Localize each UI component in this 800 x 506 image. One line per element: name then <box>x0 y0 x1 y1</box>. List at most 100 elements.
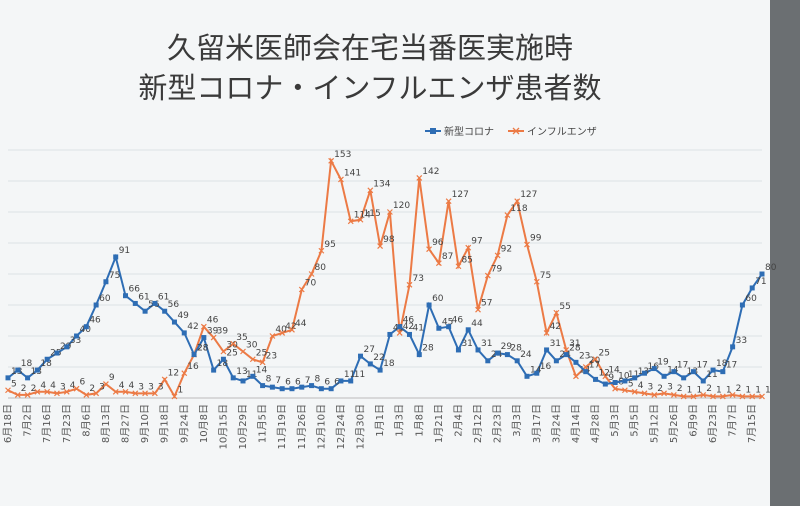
point <box>592 356 599 363</box>
data-label: 118 <box>510 204 527 214</box>
point <box>524 373 530 379</box>
data-label: 18 <box>21 359 33 369</box>
point <box>534 370 540 376</box>
point <box>269 384 275 390</box>
point <box>54 390 60 397</box>
point <box>710 393 716 400</box>
point <box>377 367 383 373</box>
point <box>710 367 716 373</box>
point <box>5 387 11 394</box>
point <box>700 391 707 398</box>
point <box>661 373 667 379</box>
point <box>690 369 696 375</box>
data-label: 8 <box>266 375 272 385</box>
point <box>328 386 334 392</box>
point <box>269 333 276 339</box>
data-label: 28 <box>510 344 522 354</box>
point <box>455 263 462 270</box>
data-label: 28 <box>422 344 434 354</box>
data-label: 23 <box>266 351 277 361</box>
data-label: 10 <box>618 372 630 382</box>
point <box>338 378 344 384</box>
data-label: 3 <box>138 382 144 392</box>
data-label: 46 <box>403 316 415 326</box>
x-tick-label: 10月29日 <box>237 404 249 449</box>
point <box>83 324 89 330</box>
point <box>749 285 755 291</box>
point <box>602 381 608 387</box>
point <box>171 393 178 400</box>
point <box>142 308 148 314</box>
data-label: 11 <box>354 370 365 380</box>
point <box>260 383 266 389</box>
data-label: 18 <box>383 359 395 369</box>
data-label: 4 <box>70 381 76 391</box>
data-label: 30 <box>246 341 258 351</box>
point <box>240 378 246 384</box>
point <box>416 352 422 358</box>
point <box>357 216 364 223</box>
legend-marker <box>430 128 436 134</box>
point <box>632 375 638 381</box>
data-label: 6 <box>80 378 86 388</box>
data-label: 75 <box>109 271 120 281</box>
data-label: 25 <box>256 348 267 358</box>
point <box>514 358 520 364</box>
data-label: 4 <box>638 381 644 391</box>
data-label: 7 <box>305 376 311 386</box>
data-label: 40 <box>275 325 287 335</box>
series-line <box>7 157 762 399</box>
data-label: 141 <box>344 168 361 178</box>
data-label: 115 <box>364 209 381 219</box>
data-label: 1 <box>726 385 732 395</box>
point <box>103 279 109 285</box>
point <box>612 385 619 392</box>
point <box>406 281 413 288</box>
point <box>348 378 354 384</box>
data-label: 6 <box>285 378 291 388</box>
point <box>123 293 129 299</box>
point <box>396 329 403 336</box>
point <box>54 350 60 356</box>
data-label: 1 <box>716 385 722 395</box>
x-tick-label: 10月8日 <box>198 404 210 443</box>
x-tick-label: 9月18日 <box>159 404 171 443</box>
data-label: 60 <box>745 294 757 304</box>
point <box>289 386 295 392</box>
point <box>387 331 393 337</box>
data-label: 18 <box>217 359 229 369</box>
point <box>446 324 452 330</box>
data-label: 40 <box>80 325 92 335</box>
data-label: 80 <box>765 263 777 273</box>
data-label: 4 <box>50 381 56 391</box>
point <box>220 356 226 362</box>
point <box>759 393 765 400</box>
x-tick-label: 2月23日 <box>492 404 504 443</box>
x-tick-label: 5月3日 <box>609 404 621 437</box>
point <box>416 174 423 181</box>
point <box>739 302 745 308</box>
point <box>249 356 256 363</box>
x-tick-label: 1月1日 <box>374 404 386 437</box>
data-label: 7 <box>275 376 281 386</box>
point <box>397 324 403 330</box>
data-label: 114 <box>354 210 371 220</box>
point <box>152 300 158 306</box>
point <box>102 381 109 387</box>
point <box>122 388 129 395</box>
point <box>475 306 481 313</box>
data-label: 2 <box>677 384 683 394</box>
x-tick-label: 2月4日 <box>452 404 464 437</box>
data-label: 127 <box>520 190 537 200</box>
point <box>563 352 569 358</box>
point <box>171 319 177 325</box>
point <box>533 278 540 285</box>
data-label: 17 <box>677 361 688 371</box>
data-label: 2 <box>706 384 712 394</box>
point <box>435 260 442 267</box>
x-tick-label: 7月15日 <box>746 404 758 443</box>
point <box>573 373 579 380</box>
data-label: 91 <box>119 246 130 256</box>
point <box>485 358 491 364</box>
data-label: 2 <box>89 384 95 394</box>
